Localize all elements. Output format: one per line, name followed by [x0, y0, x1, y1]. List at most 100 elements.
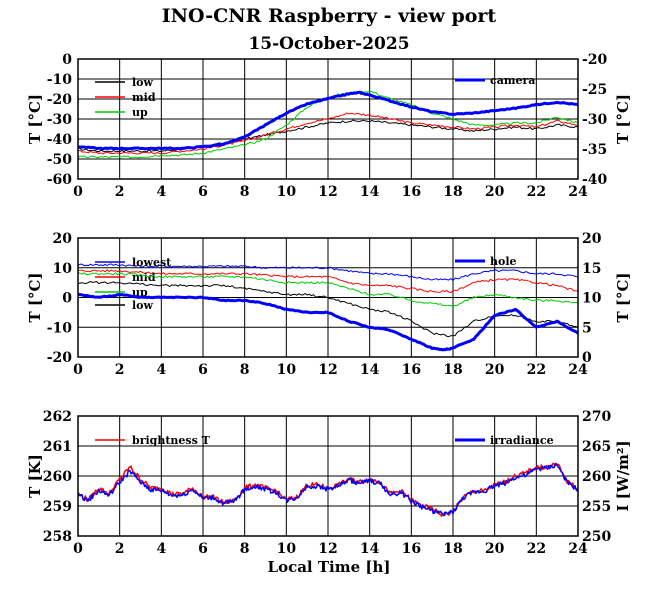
legend-label: lowest — [132, 256, 172, 269]
x-tick-label: 4 — [156, 184, 166, 200]
x-tick-label: 6 — [198, 184, 208, 200]
y-left-tick-label: 261 — [43, 439, 72, 455]
y-right-tick-label: -30 — [582, 112, 608, 128]
x-tick-label: 6 — [198, 362, 208, 378]
y-right-tick-label: 250 — [582, 529, 611, 545]
y-left-tick-label: -10 — [47, 72, 73, 88]
y-right-tick-label: 260 — [582, 469, 611, 485]
y-left-tick-label: 10 — [53, 261, 73, 277]
legend-label: camera — [490, 74, 535, 87]
x-axis-label: Local Time [h] — [268, 558, 391, 576]
series-line-up — [77, 272, 579, 308]
panel-p1: 0 2 4 6 8 10 12 14 16 18 20 22 240-10-20-30-40-50-60… — [26, 52, 632, 200]
x-tick-label: 14 — [360, 184, 380, 200]
y-left-tick-label: 262 — [43, 409, 72, 425]
y-left-tick-label: 0 — [62, 291, 72, 307]
x-tick-label: 12 — [318, 184, 337, 200]
y-right-tick-label: -20 — [582, 52, 608, 68]
chart-title: INO-CNR Raspberry - view port — [162, 5, 497, 27]
x-tick-label: 16 — [402, 184, 421, 200]
x-tick-label: 10 — [277, 184, 297, 200]
y-right-tick-label: 255 — [582, 499, 611, 515]
y-right-tick-label: -25 — [582, 82, 607, 98]
y-left-tick-label: -60 — [47, 172, 73, 188]
x-tick-label: 24 — [568, 184, 588, 200]
x-tick-label: 18 — [443, 541, 462, 557]
legend-label: irradiance — [490, 434, 554, 447]
series-line-low — [77, 119, 579, 153]
y-left-axis-label: T [°C] — [26, 94, 44, 144]
chart-subtitle: 15-October-2025 — [248, 34, 409, 54]
legend-label: low — [132, 76, 154, 89]
y-right-axis-label: T [°C] — [614, 94, 632, 144]
x-tick-label: 2 — [115, 541, 125, 557]
x-tick-label: 20 — [485, 184, 505, 200]
legend-label: brightness T — [132, 434, 211, 447]
y-right-axis-label: T [°C] — [614, 272, 632, 322]
x-tick-label: 24 — [568, 541, 588, 557]
x-tick-label: 4 — [156, 541, 166, 557]
y-left-tick-label: 259 — [43, 499, 72, 515]
x-tick-label: 20 — [485, 362, 505, 378]
x-tick-label: 14 — [360, 541, 380, 557]
series-line-mid — [78, 269, 579, 294]
x-tick-label: 0 — [73, 541, 83, 557]
x-tick-label: 8 — [240, 541, 250, 557]
x-tick-label: 6 — [198, 541, 208, 557]
series-line-camera — [77, 90, 579, 151]
x-tick-label: 18 — [443, 362, 462, 378]
y-left-tick-label: 258 — [43, 529, 72, 545]
y-right-tick-label: 20 — [582, 231, 602, 247]
x-tick-label: 10 — [277, 541, 297, 557]
series-line-brightness-T — [77, 462, 579, 517]
y-right-tick-label: -40 — [582, 172, 608, 188]
y-right-tick-label: 265 — [582, 439, 611, 455]
series-line-lowest — [77, 263, 579, 281]
y-left-tick-label: 260 — [43, 469, 72, 485]
legend-label: low — [132, 299, 154, 312]
x-tick-label: 20 — [485, 541, 505, 557]
y-left-tick-label: -50 — [47, 152, 73, 168]
x-tick-label: 2 — [115, 184, 125, 200]
y-left-tick-label: -30 — [47, 112, 73, 128]
y-left-axis-label: T [°C] — [26, 272, 44, 322]
y-left-tick-label: -10 — [47, 320, 73, 336]
y-right-tick-label: -35 — [582, 142, 607, 158]
y-right-tick-label: 15 — [582, 261, 601, 277]
y-right-tick-label: 10 — [582, 291, 602, 307]
series-line-mid — [77, 112, 579, 155]
x-tick-label: 0 — [73, 362, 83, 378]
x-tick-label: 12 — [318, 541, 337, 557]
x-tick-label: 22 — [527, 541, 546, 557]
y-left-tick-label: 20 — [53, 231, 73, 247]
x-tick-label: 10 — [277, 362, 297, 378]
x-tick-label: 2 — [115, 362, 125, 378]
x-tick-label: 24 — [568, 362, 588, 378]
y-right-tick-label: 5 — [582, 320, 592, 336]
plot-frame — [77, 237, 579, 358]
y-left-tick-label: -40 — [47, 132, 73, 148]
legend-label: hole — [490, 255, 517, 268]
legend-label: mid — [132, 91, 156, 104]
panel-p3: 0 2 4 6 8 10 12 14 16 18 20 22 242622612602592582702… — [26, 409, 632, 557]
plot-frame — [77, 415, 579, 537]
y-right-axis-label: I [W/m²] — [614, 440, 632, 511]
y-right-tick-label: 0 — [582, 350, 592, 366]
x-tick-label: 16 — [402, 541, 421, 557]
x-tick-label: 12 — [318, 362, 337, 378]
x-tick-label: 8 — [240, 362, 250, 378]
y-left-tick-label: -20 — [47, 350, 73, 366]
x-tick-label: 8 — [240, 184, 250, 200]
x-tick-label: 0 — [73, 184, 83, 200]
series-line-irradiance — [77, 462, 579, 517]
legend-label: up — [132, 106, 148, 119]
legend-label: mid — [132, 271, 156, 284]
plot-frame — [77, 58, 579, 180]
x-tick-label: 14 — [360, 362, 380, 378]
y-left-tick-label: 0 — [62, 52, 72, 68]
x-tick-label: 18 — [443, 184, 462, 200]
panel-p2: 0 2 4 6 8 10 12 14 16 18 20 22 2420100-10-2020151050… — [26, 231, 632, 378]
x-tick-label: 16 — [402, 362, 421, 378]
x-tick-label: 22 — [527, 362, 546, 378]
